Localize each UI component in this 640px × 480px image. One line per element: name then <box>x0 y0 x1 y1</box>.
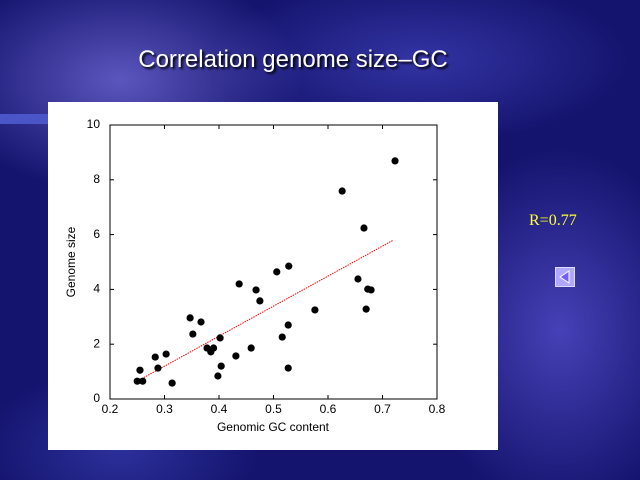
point <box>186 314 194 322</box>
y-tick-label: 2 <box>93 336 100 350</box>
point <box>154 364 162 372</box>
point <box>214 372 222 380</box>
point <box>136 366 144 374</box>
point <box>360 224 368 232</box>
point <box>252 286 260 294</box>
chart-panel <box>48 102 498 450</box>
point <box>235 280 243 288</box>
point <box>311 306 319 314</box>
point <box>232 352 240 360</box>
point <box>168 379 176 387</box>
point <box>362 305 370 313</box>
y-tick-label: 0 <box>93 391 100 405</box>
y-tick-label: 8 <box>93 172 100 186</box>
point <box>216 334 224 342</box>
point <box>139 377 147 385</box>
x-tick-label: 0.3 <box>156 402 173 416</box>
y-tick-label: 10 <box>87 117 101 131</box>
point <box>217 362 225 370</box>
x-tick-label: 0.8 <box>429 402 446 416</box>
point <box>162 350 170 358</box>
trend-line <box>137 239 394 382</box>
x-tick-label: 0.2 <box>102 402 119 416</box>
annotation: R=0.77 <box>529 212 577 229</box>
point <box>338 187 346 195</box>
x-axis-label: Genomic GC content <box>217 420 330 434</box>
x-tick-label: 0.4 <box>211 402 228 416</box>
point <box>391 157 399 165</box>
x-tick-label: 0.6 <box>320 402 337 416</box>
x-tick-label: 0.7 <box>374 402 391 416</box>
point <box>197 318 205 326</box>
y-tick-label: 6 <box>93 227 100 241</box>
slide-title: Correlation genome size–GC <box>138 46 448 73</box>
point <box>273 268 281 276</box>
decor-bar <box>0 114 48 124</box>
back-icon <box>559 270 570 284</box>
y-tick-label: 4 <box>93 282 100 296</box>
point <box>133 377 141 385</box>
point <box>247 344 255 352</box>
point <box>151 353 159 361</box>
point <box>209 344 218 352</box>
point <box>284 364 292 372</box>
y-axis-label: Genome size <box>64 226 78 297</box>
point <box>278 333 286 341</box>
point <box>367 286 375 294</box>
chart: Genomic GC content Genome size 0.2 0.3 0.4… <box>48 102 498 450</box>
back-button[interactable] <box>555 267 575 287</box>
point <box>189 330 197 338</box>
point <box>256 297 264 305</box>
x-tick-label: 0.5 <box>265 402 282 416</box>
point <box>285 262 293 270</box>
point <box>284 321 292 329</box>
point <box>354 275 362 283</box>
